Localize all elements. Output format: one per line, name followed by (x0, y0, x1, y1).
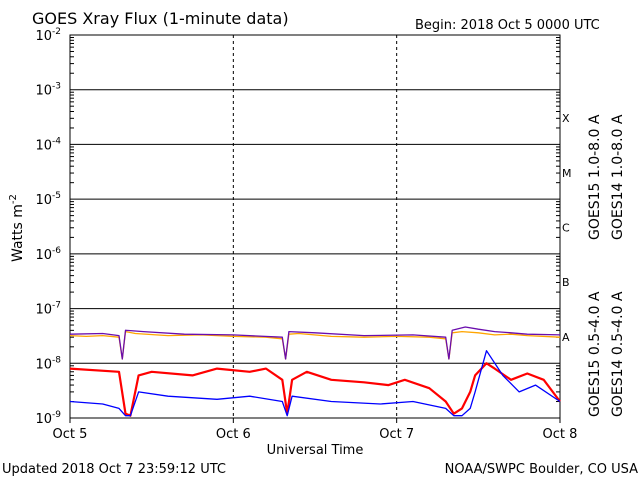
series-line-0 (69, 362, 561, 417)
legend-goes15-short: GOES15 0.5-4.0 A (587, 291, 603, 417)
y-tick-label: 10-7 (35, 301, 61, 318)
y-tick-label: 10-9 (35, 410, 61, 427)
x-axis-label: Universal Time (267, 443, 364, 458)
credit: NOAA/SWPC Boulder, CO USA (445, 462, 638, 477)
begin-time: Begin: 2018 Oct 5 0000 UTC (415, 18, 600, 33)
y-axis-label: Watts m-2 (8, 194, 26, 262)
series-layer (69, 326, 561, 417)
grid (70, 35, 560, 418)
updated-time: Updated 2018 Oct 7 23:59:12 UTC (2, 462, 226, 477)
x-tick-label: Oct 7 (379, 427, 414, 442)
y-tick-label: 10-5 (35, 191, 61, 208)
flare-class-a: A (562, 331, 570, 344)
flare-class-b: B (562, 276, 570, 289)
y-tick-label: 10-6 (35, 246, 61, 263)
chart-title: GOES Xray Flux (1-minute data) (32, 9, 289, 28)
flare-class-m: M (562, 167, 572, 180)
y-tick-label: 10-8 (35, 355, 61, 372)
x-tick-label: Oct 8 (543, 427, 578, 442)
legend-goes14-short: GOES14 0.5-4.0 A (610, 291, 626, 417)
flare-class-x: X (562, 112, 570, 125)
flare-class-c: C (562, 222, 570, 235)
legend-goes15-long: GOES15 1.0-8.0 A (587, 114, 603, 240)
y-tick-label: 10-3 (35, 82, 61, 99)
y-tick-label: 10-2 (35, 27, 61, 44)
series-line-3 (69, 326, 561, 360)
x-tick-label: Oct 5 (53, 427, 88, 442)
flare-class-labels: X M C B A (562, 112, 572, 344)
legend-goes14-long: GOES14 1.0-8.0 A (610, 114, 626, 240)
y-tick-label: 10-4 (35, 136, 61, 153)
y-ticks: 10-2 10-3 10-4 10-5 10-6 10-7 10-8 10-9 (35, 27, 61, 427)
series-line-2 (69, 350, 561, 417)
x-tick-label: Oct 6 (216, 427, 251, 442)
x-ticks: Oct 5 Oct 6 Oct 7 Oct 8 (53, 418, 578, 442)
plot-area (69, 34, 561, 419)
